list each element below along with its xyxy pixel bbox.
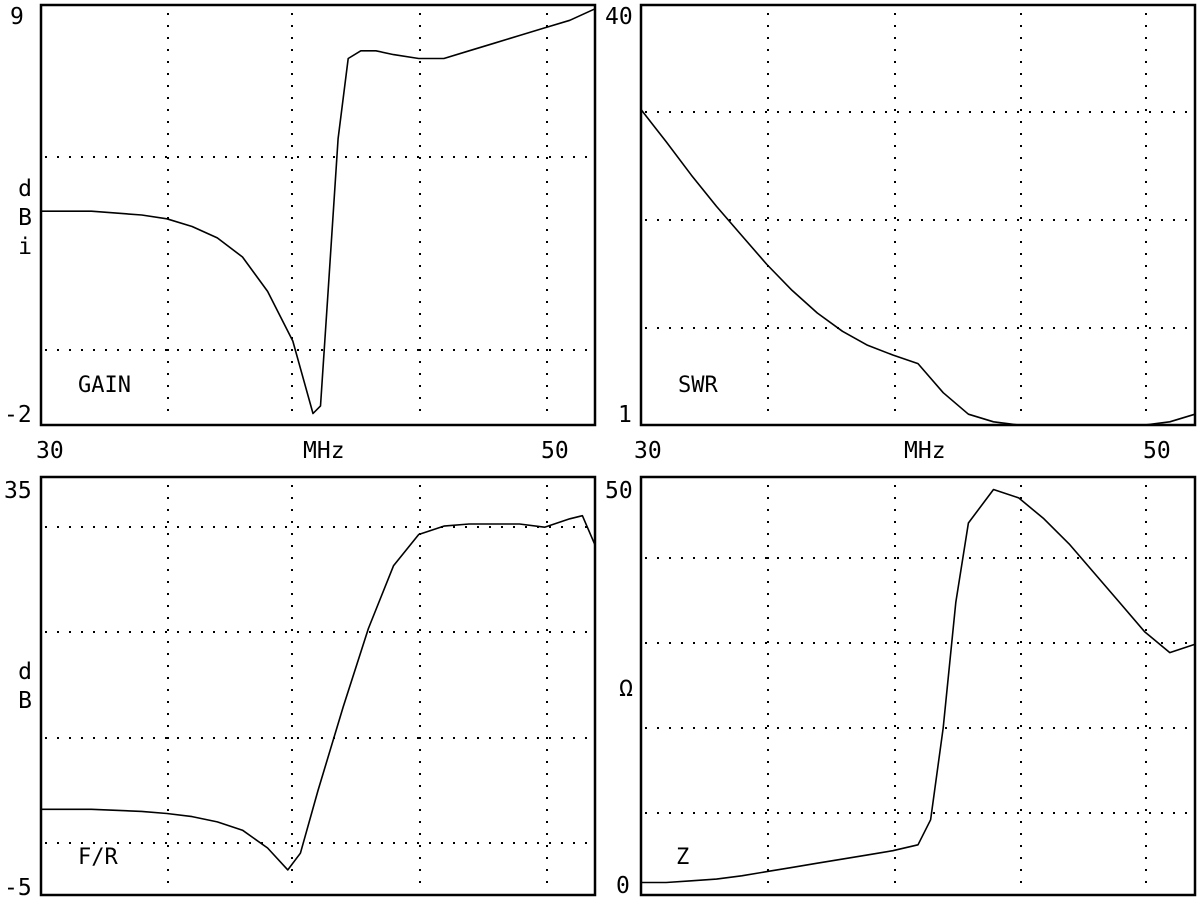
gain-plot-frame (39, 3, 597, 427)
swr-x-min-label: 30 (634, 438, 662, 464)
gain-x-max-label: 50 (541, 438, 569, 464)
gain-y-axis-title: dBi (18, 176, 32, 260)
gain-y-axis-title-char: B (18, 205, 32, 231)
swr-y-max-label: 40 (605, 4, 633, 30)
z-series-line (641, 488, 1196, 884)
gain-x-axis-title: MHz (303, 438, 345, 464)
z-series-label: Z (676, 845, 689, 870)
impedance-chart: 50 0 Ω Z (605, 475, 1197, 899)
z-plot-frame (639, 475, 1197, 897)
z-y-axis-title: Ω (619, 676, 633, 702)
gain-y-min-label: -2 (4, 402, 32, 428)
fr-y-axis-title-char: B (18, 688, 32, 714)
z-y-max-label: 50 (605, 478, 633, 504)
gain-series-label: GAIN (78, 373, 131, 398)
swr-x-max-label: 50 (1143, 438, 1171, 464)
swr-x-axis-title: MHz (904, 438, 946, 464)
z-y-min-label: 0 (616, 873, 630, 899)
gain-y-max-label: 9 (10, 4, 24, 30)
swr-series-label: SWR (678, 373, 718, 398)
fr-series-label: F/R (78, 845, 118, 870)
gain-y-axis-title-char: i (18, 234, 32, 260)
fr-plot-frame (39, 475, 597, 897)
gain-chart: 9 -2 dBi GAIN 30 MHz 50 (4, 3, 597, 464)
z-y-axis-title-char: Ω (619, 676, 633, 702)
gain-series-line (41, 8, 596, 415)
swr-series-line (640, 109, 1196, 426)
fr-series-line (41, 514, 596, 871)
swr-y-min-label: 1 (618, 402, 632, 428)
front-to-rear-chart: 35 -5 dB F/R (4, 475, 597, 901)
gain-x-min-label: 30 (36, 438, 64, 464)
fr-y-axis-title-char: d (18, 659, 32, 685)
fr-y-axis-title: dB (18, 659, 32, 714)
swr-chart: 40 1 SWR 30 MHz 50 (605, 3, 1197, 464)
fr-y-min-label: -5 (4, 875, 32, 901)
fr-y-max-label: 35 (4, 478, 32, 504)
swr-plot-frame (639, 3, 1197, 427)
gain-y-axis-title-char: d (18, 176, 32, 202)
